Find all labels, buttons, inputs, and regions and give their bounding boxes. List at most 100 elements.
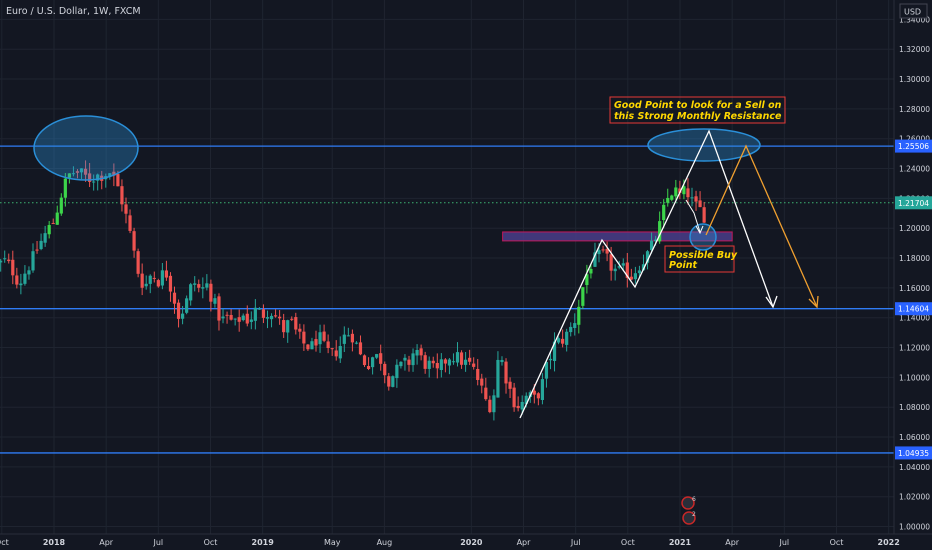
candle-body [47, 225, 51, 235]
candle-body [581, 287, 585, 306]
candle-body [257, 308, 262, 310]
top-2018-highlight-ellipse [33, 115, 139, 181]
candle-body [427, 360, 431, 369]
candle-body [144, 283, 148, 287]
buy-annotation[interactable]: Possible Buy Point [664, 245, 738, 273]
resistance-highlight-ellipse [647, 128, 761, 162]
sell-annotation-box [609, 96, 786, 124]
candle-body [59, 197, 63, 214]
highlight-ellipses [33, 115, 761, 251]
candle-body [108, 173, 112, 177]
candle-body [625, 262, 629, 278]
buy-point-highlight-circle [689, 223, 717, 251]
candle-body [488, 399, 492, 413]
candle-body [658, 221, 662, 242]
candle-body [508, 381, 512, 389]
candle-body [35, 249, 39, 251]
candle-body [63, 178, 67, 198]
candle-body [350, 333, 354, 343]
candle-body [39, 240, 43, 250]
candle-body [362, 355, 367, 366]
candle-body [221, 316, 225, 319]
event-icons[interactable]: 6 2 [681, 496, 696, 525]
grid-lines [0, 0, 894, 534]
price-tick-label: 1.20000 [899, 224, 930, 233]
candle-body [233, 318, 237, 320]
time-tick-label: Oct [204, 538, 218, 547]
candle-body [556, 338, 561, 343]
candle-body [476, 368, 480, 381]
price-tick-label: 1.30000 [899, 75, 930, 84]
level-price-tag-bg [895, 446, 932, 460]
event-icon-badge-2: 2 [692, 511, 696, 518]
candle-body [423, 355, 427, 369]
time-tick-label: Aug [377, 538, 393, 547]
price-tick-label: 1.18000 [899, 254, 930, 263]
current-price-tag-bg [895, 196, 932, 210]
time-tick-label: Jul [570, 538, 581, 547]
candle-body [540, 379, 545, 400]
candle-body [31, 251, 35, 271]
candle-body [443, 359, 447, 364]
candle-body [500, 359, 504, 363]
candle-body [694, 196, 698, 202]
candle-body [217, 296, 221, 321]
demand-zone [502, 231, 733, 242]
candle-body [496, 359, 500, 398]
candle-body [136, 251, 140, 274]
time-tick-label: Apr [725, 538, 740, 547]
level-price-tag-text: 1.25506 [898, 142, 929, 151]
candle-body [399, 361, 403, 367]
candle-body [371, 357, 375, 368]
white-projection-path [519, 129, 774, 419]
candle-body [366, 366, 371, 369]
candle-body [561, 338, 565, 344]
price-tick-label: 1.02000 [899, 493, 930, 502]
candle-body [55, 212, 59, 225]
candle-body [79, 168, 84, 173]
candle-body [273, 315, 278, 317]
candle-body [407, 359, 411, 365]
candle-body [286, 320, 290, 333]
candle-body [455, 352, 460, 363]
projection-paths [519, 129, 819, 419]
candle-body [645, 251, 650, 263]
time-tick-label: 2020 [460, 538, 483, 547]
candle-body [310, 341, 314, 350]
candle-body [160, 270, 164, 286]
time-axis-ticks[interactable]: Oct 2018 Apr Jul Oct 2019 May Aug 2020 Apr Jul Oct 2… [0, 538, 900, 547]
candle-body [326, 341, 330, 348]
candle-body [112, 171, 116, 176]
candle-body [193, 283, 197, 285]
sell-annotation[interactable]: Good Point to look for a Sell on this St… [609, 96, 786, 124]
candle-body [96, 174, 100, 181]
time-tick-label: Apr [517, 538, 532, 547]
candle-body [544, 362, 549, 379]
candle-body [403, 357, 407, 361]
buy-annotation-line1: Possible Buy [669, 250, 738, 261]
candle-body [176, 302, 181, 319]
candle-body [249, 319, 253, 322]
event-icon-bottom[interactable]: 2 [682, 511, 696, 525]
event-icon-top[interactable]: 6 [681, 496, 696, 510]
currency-button[interactable]: USD [899, 3, 928, 19]
candle-body [597, 250, 601, 255]
candle-body [565, 331, 569, 345]
candle-body [346, 335, 350, 337]
price-tick-label: 1.14000 [899, 314, 930, 323]
candle-body [132, 231, 136, 251]
time-tick-label: Oct [0, 538, 9, 547]
candle-body [67, 173, 71, 178]
candle-body [330, 348, 334, 350]
price-tick-label: 1.16000 [899, 284, 930, 293]
candle-body [698, 200, 702, 208]
candle-body [472, 363, 476, 367]
candle-body [164, 270, 169, 278]
candle-body [71, 173, 76, 175]
candle-body [637, 270, 642, 274]
candle-body [601, 249, 605, 251]
candle-body [265, 317, 270, 319]
orange-projection-path [705, 144, 818, 308]
candle-body [649, 240, 654, 251]
